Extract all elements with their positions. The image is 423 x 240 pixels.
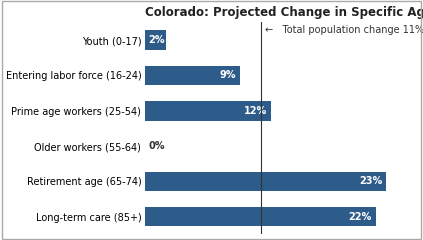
Bar: [146, 172, 386, 191]
Text: 0%: 0%: [148, 141, 165, 151]
Bar: [146, 207, 376, 227]
Text: ←   Total population change 11%: ← Total population change 11%: [265, 24, 423, 35]
Bar: [146, 101, 271, 120]
Text: 12%: 12%: [244, 106, 267, 116]
Text: 2%: 2%: [148, 35, 165, 45]
Text: 23%: 23%: [359, 176, 382, 186]
Text: 9%: 9%: [220, 71, 236, 80]
Text: Colorado: Projected Change in Specific Age Groups, 2018 to 2025: Colorado: Projected Change in Specific A…: [146, 6, 423, 18]
Bar: [146, 30, 166, 50]
Text: 22%: 22%: [349, 212, 372, 222]
Bar: [146, 66, 239, 85]
